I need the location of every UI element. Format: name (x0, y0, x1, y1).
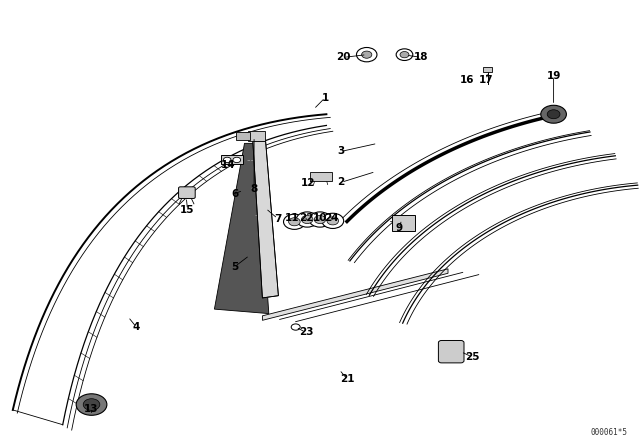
Text: 6: 6 (231, 189, 239, 198)
Text: 7: 7 (274, 214, 282, 224)
Text: 21: 21 (340, 375, 355, 384)
FancyBboxPatch shape (179, 187, 195, 198)
Text: 5: 5 (231, 262, 239, 271)
Text: 17: 17 (479, 75, 493, 85)
Circle shape (314, 215, 326, 224)
Circle shape (233, 157, 241, 163)
Text: 23: 23 (299, 327, 313, 337)
Text: 12: 12 (301, 178, 315, 188)
Circle shape (296, 212, 318, 227)
FancyBboxPatch shape (310, 172, 332, 181)
Circle shape (83, 399, 100, 410)
Text: 10: 10 (313, 213, 327, 223)
Circle shape (541, 105, 566, 123)
FancyBboxPatch shape (438, 340, 464, 363)
Polygon shape (253, 141, 278, 298)
Circle shape (223, 157, 231, 163)
Circle shape (309, 212, 331, 227)
Text: 1: 1 (321, 93, 329, 103)
FancyBboxPatch shape (248, 131, 265, 141)
Circle shape (396, 49, 413, 60)
Polygon shape (214, 143, 269, 314)
Circle shape (301, 215, 313, 224)
Circle shape (322, 213, 344, 228)
Text: 24: 24 (324, 213, 339, 223)
Text: 14: 14 (221, 160, 235, 170)
Text: 3: 3 (337, 146, 345, 156)
Circle shape (284, 214, 305, 229)
FancyBboxPatch shape (221, 155, 243, 164)
Text: 2: 2 (337, 177, 345, 187)
FancyBboxPatch shape (483, 67, 492, 72)
Circle shape (291, 324, 300, 330)
Text: 22: 22 (299, 213, 313, 223)
Circle shape (76, 394, 107, 415)
Text: 19: 19 (547, 71, 561, 81)
Text: 20: 20 (337, 52, 351, 62)
FancyBboxPatch shape (392, 215, 415, 231)
Text: 000061*5: 000061*5 (590, 428, 627, 437)
Circle shape (327, 217, 339, 225)
Text: 13: 13 (84, 404, 99, 414)
Text: 18: 18 (414, 52, 428, 62)
Circle shape (362, 51, 372, 58)
Circle shape (400, 52, 409, 58)
Circle shape (289, 218, 300, 226)
Text: 16: 16 (460, 75, 474, 85)
Text: 25: 25 (465, 352, 479, 362)
Text: 8: 8 (250, 184, 258, 194)
Text: 15: 15 (180, 205, 195, 215)
FancyBboxPatch shape (236, 132, 250, 140)
Circle shape (547, 110, 560, 119)
Polygon shape (262, 269, 448, 320)
Text: 4: 4 (132, 322, 140, 332)
Text: 11: 11 (285, 213, 299, 223)
Circle shape (356, 47, 377, 62)
Text: 9: 9 (395, 224, 403, 233)
